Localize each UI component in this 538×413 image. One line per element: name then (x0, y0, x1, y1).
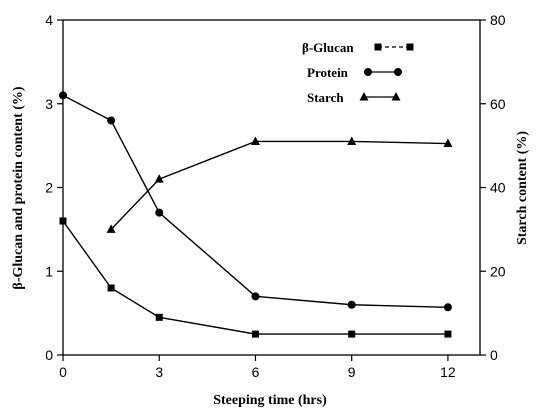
left-y-axis: 0 1 2 3 4 (45, 12, 63, 363)
legend-item-protein: Protein (307, 65, 402, 80)
right-y-axis: 0 20 40 60 80 (480, 12, 506, 363)
data-point (251, 330, 259, 338)
left-y-axis-title: β-Glucan and protein content (%) (11, 86, 26, 289)
legend-point (406, 43, 414, 51)
series-square (59, 217, 452, 338)
series-line (110, 140, 448, 230)
legend-point (374, 43, 382, 51)
x-axis: 0 3 6 9 12 (59, 355, 456, 380)
x-tick-label: 9 (348, 364, 356, 380)
legend-label-protein: Protein (307, 65, 349, 80)
data-point (107, 116, 116, 125)
data-point (347, 300, 356, 309)
series-line (62, 94, 448, 308)
legend-marker-circle (364, 68, 402, 76)
data-point (59, 91, 67, 100)
plot-frame (62, 19, 481, 356)
legend-marker-triangle (359, 92, 401, 101)
data-point (443, 303, 452, 312)
data-point (59, 217, 67, 225)
x-tick-label: 0 (59, 364, 67, 380)
series-circle (59, 91, 452, 312)
legend-item-starch: Starch (307, 90, 401, 105)
legend-point (364, 68, 372, 76)
data-point (443, 138, 453, 148)
data-point (107, 284, 115, 292)
plot-area (62, 19, 481, 356)
data-point (155, 208, 164, 217)
right-y-tick-label: 60 (490, 96, 506, 112)
left-y-tick-label: 0 (45, 347, 53, 363)
data-point (348, 330, 356, 338)
legend-item-beta-glucan: β-Glucan (302, 40, 414, 55)
data-point (347, 136, 357, 145)
left-y-tick-label: 3 (45, 96, 53, 112)
legend-label-beta-glucan: β-Glucan (302, 40, 354, 55)
x-tick-label: 3 (155, 364, 163, 380)
data-point (444, 330, 452, 338)
left-y-tick-label: 1 (45, 263, 53, 279)
legend-point (394, 68, 402, 76)
data-point (106, 224, 116, 233)
x-tick-label: 6 (252, 364, 260, 380)
data-point (250, 136, 260, 145)
legend-point (391, 92, 401, 101)
right-y-tick-label: 20 (490, 263, 506, 279)
left-y-tick-label: 4 (45, 12, 53, 28)
left-y-tick-label: 2 (45, 180, 53, 196)
right-y-tick-label: 0 (490, 347, 498, 363)
right-y-tick-label: 40 (490, 180, 506, 196)
right-y-axis-title: Starch content (%) (515, 131, 530, 245)
series-layer (59, 91, 453, 338)
legend-point (359, 92, 369, 101)
data-point (155, 313, 163, 321)
legend-marker-square (374, 43, 414, 51)
right-y-tick-label: 80 (490, 12, 506, 28)
x-axis-title: Steeping time (hrs) (213, 393, 327, 408)
series-triangle (106, 136, 453, 233)
data-point (251, 292, 260, 301)
legend: β-Glucan Protein Starch (302, 40, 414, 105)
legend-label-starch: Starch (307, 90, 344, 105)
series-line (62, 220, 448, 335)
x-tick-label: 12 (440, 364, 456, 380)
data-point (154, 174, 164, 183)
